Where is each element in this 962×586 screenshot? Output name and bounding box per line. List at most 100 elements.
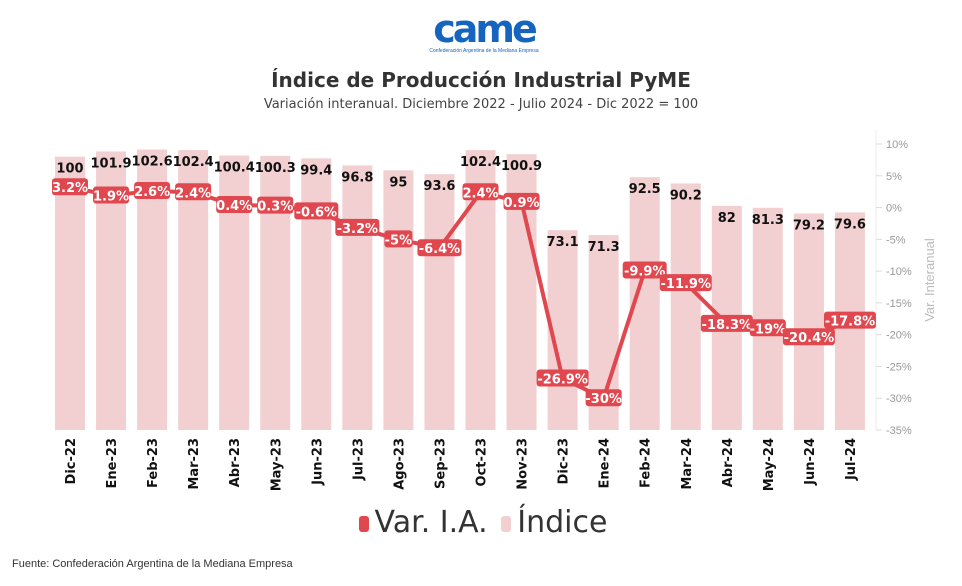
x-tick-label: Oct-23 — [475, 438, 490, 486]
point-data-label: -26.9% — [537, 373, 588, 388]
y2-tick-label: -20% — [886, 330, 912, 342]
point-label-bg — [52, 178, 88, 196]
y2-tick-label: 5% — [886, 171, 902, 183]
point-data-label: -5% — [385, 233, 412, 248]
came-logo: came Confederación Argentina de la Media… — [424, 10, 544, 54]
bar-data-label: 101.9 — [90, 156, 131, 171]
bar-indice — [793, 213, 824, 430]
bar-data-label: 102.4 — [460, 155, 501, 170]
point-label-bg — [417, 239, 462, 257]
x-tick-label: Feb-24 — [639, 438, 654, 488]
point-data-label: -9.9% — [624, 264, 665, 279]
point-data-label: -18.3% — [702, 318, 753, 333]
y2-tick-label: -10% — [886, 266, 912, 278]
x-tick-label: Mar-24 — [680, 438, 695, 490]
bar-data-label: 100.4 — [214, 161, 255, 176]
chart-title: Índice de Producción Industrial PyME — [271, 68, 691, 92]
y2-tick-label: 10% — [886, 139, 908, 151]
bar-indice — [383, 170, 414, 431]
y2-tick-label: -15% — [886, 298, 912, 310]
legend-label-var[interactable]: Var. I.A. — [374, 505, 488, 540]
point-data-label: 0.9% — [504, 196, 540, 211]
x-tick-label: Dic-23 — [557, 438, 572, 484]
y2-tick-label: -25% — [886, 361, 912, 373]
logo-subtext: Confederación Argentina de la Mediana Em… — [429, 48, 539, 54]
point-label-bg — [294, 202, 339, 220]
x-tick-label: Ene-24 — [598, 438, 613, 488]
x-tick-label: Jun-24 — [803, 438, 818, 486]
point-data-label: -0.6% — [296, 205, 337, 220]
point-data-label: 2.6% — [134, 185, 170, 200]
point-data-label: 0.3% — [257, 200, 293, 215]
bar-data-label: 79.6 — [834, 217, 866, 232]
y2-tick-label: -35% — [886, 425, 912, 437]
x-tick-label: Jun-23 — [310, 438, 325, 486]
point-data-label: 2.4% — [462, 186, 498, 201]
chart-subtitle: Variación interanual. Diciembre 2022 - J… — [263, 97, 699, 112]
x-tick-label: Abr-24 — [721, 438, 736, 487]
point-label-bg — [700, 314, 753, 332]
point-label-bg — [536, 369, 589, 387]
point-data-label: -11.9% — [661, 277, 712, 292]
bar-data-label: 73.1 — [547, 235, 579, 250]
x-tick-label: Ago-23 — [392, 438, 407, 490]
legend-label-indice[interactable]: Índice — [517, 505, 608, 540]
point-label-bg — [585, 389, 622, 407]
bar-data-label: 81.3 — [752, 213, 784, 228]
bar-data-label: 100.9 — [501, 159, 542, 174]
point-data-label: -30% — [585, 392, 622, 407]
point-label-bg — [749, 319, 786, 337]
bar-indice — [424, 174, 455, 430]
bar-data-label: 100.3 — [255, 161, 296, 176]
point-label-bg — [335, 218, 380, 236]
y2-tick-label: -30% — [886, 393, 912, 405]
point-label-bg — [175, 183, 212, 201]
y2-tick-label: -5% — [886, 234, 906, 246]
x-tick-label: Jul-24 — [844, 438, 859, 481]
bar-data-label: 96.8 — [341, 170, 373, 185]
bar-data-label: 71.3 — [588, 240, 620, 255]
bar-data-label: 102.4 — [173, 155, 214, 170]
x-tick-label: May-24 — [762, 438, 777, 491]
point-label-bg — [93, 186, 130, 204]
bar-data-label: 100 — [56, 162, 83, 177]
point-data-label: -6.4% — [419, 242, 460, 257]
legend: Var. I.A. Índice — [0, 505, 962, 540]
x-tick-label: Abr-23 — [228, 438, 243, 487]
point-label-bg — [462, 183, 499, 201]
legend-swatch-var — [358, 515, 369, 532]
bar-data-label: 92.5 — [629, 182, 661, 197]
bar-data-label: 95 — [389, 175, 407, 190]
x-tick-label: Ene-23 — [105, 438, 120, 488]
point-label-bg — [257, 196, 294, 214]
point-data-label: 3.2% — [52, 181, 88, 196]
point-data-label: -19% — [750, 322, 787, 337]
x-tick-label: Sep-23 — [433, 438, 448, 489]
point-label-bg — [823, 311, 876, 329]
point-label-bg — [503, 192, 540, 210]
x-tick-label: Dic-22 — [64, 438, 79, 484]
point-data-label: 0.4% — [216, 199, 252, 214]
legend-swatch-indice — [501, 515, 512, 532]
point-label-bg — [622, 261, 667, 279]
point-label-bg — [384, 230, 413, 248]
point-label-bg — [659, 274, 712, 292]
point-data-label: 2.4% — [175, 186, 211, 201]
bar-indice — [670, 183, 701, 430]
x-tick-label: May-23 — [269, 438, 284, 491]
logo-mark: came — [433, 7, 538, 51]
x-tick-label: Mar-23 — [187, 438, 202, 490]
source-footer: Fuente: Confederación Argentina de la Me… — [12, 558, 293, 570]
point-data-label: -20.4% — [784, 331, 835, 346]
point-data-label: -3.2% — [337, 222, 378, 237]
point-label-bg — [216, 196, 253, 214]
bar-data-label: 102.6 — [132, 155, 173, 170]
bar-data-label: 90.2 — [670, 188, 702, 203]
bar-indice — [301, 158, 332, 430]
bar-indice — [55, 156, 85, 430]
x-tick-label: Jul-23 — [351, 438, 366, 481]
point-label-bg — [782, 328, 835, 346]
y2-tick-label: 0% — [886, 203, 902, 215]
